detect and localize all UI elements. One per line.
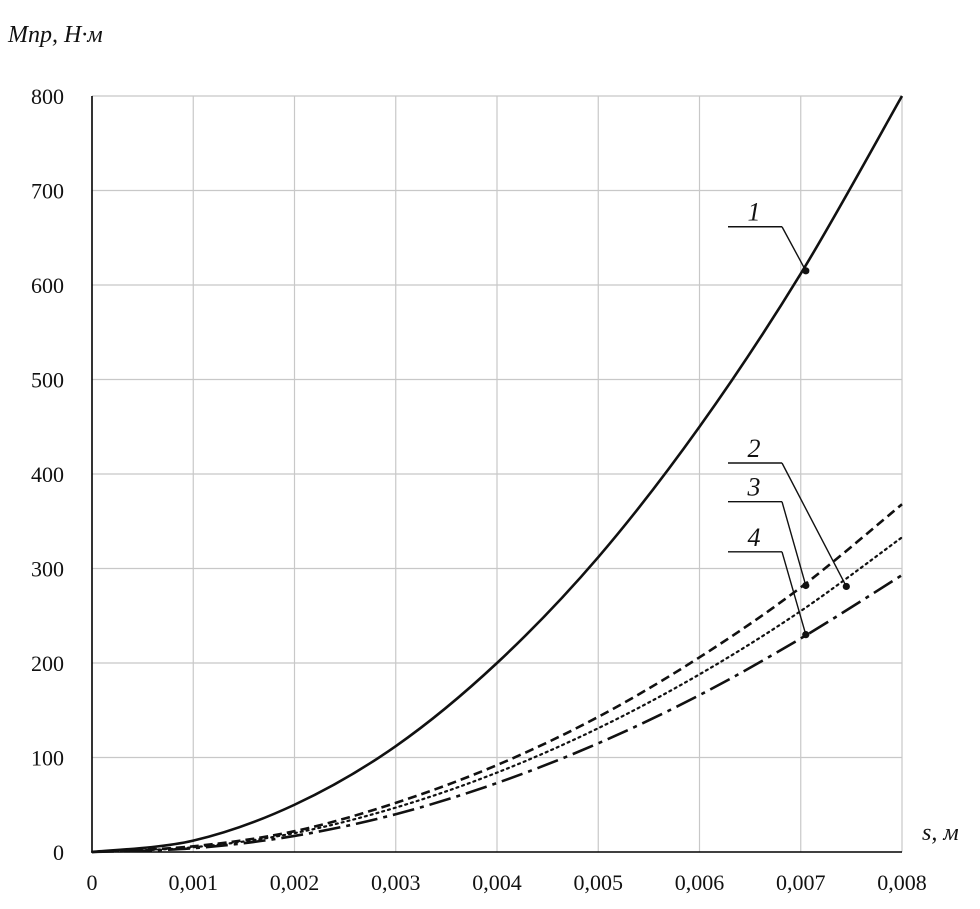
y-tick-label-8: 800 [31,84,64,109]
y-tick-label-7: 700 [31,179,64,204]
callout-group: 1 2 3 4 [728,198,850,639]
y-tick-label-5: 500 [31,368,64,393]
callout-leader-4 [781,551,807,635]
callout-marker-4 [802,631,810,639]
y-tick-label-6: 600 [31,273,64,298]
y-tick-label-4: 400 [31,462,64,487]
x-tick-label-8: 0,008 [877,870,927,895]
y-tick-label-1: 100 [31,746,64,771]
x-tick-label-0: 0 [87,870,98,895]
series-line-4 [91,574,903,854]
callout-marker-3 [802,581,810,590]
callout-label-3: 3 [747,473,761,502]
callout-leader-2 [781,462,847,587]
y-tick-label-2: 200 [31,651,64,676]
tick-labels: 0 0,001 0,002 0,003 0,004 0,005 0,006 0,007 0,00… [31,84,927,895]
callout-leader-1 [781,226,807,272]
x-tick-label-5: 0,005 [574,870,624,895]
x-tick-label-1: 0,001 [169,870,219,895]
x-tick-label-7: 0,007 [776,870,826,895]
x-tick-label-4: 0,004 [472,870,522,895]
series-line-3 [90,536,904,854]
grid [92,95,903,852]
x-axis-title: s, м [922,820,959,846]
x-tick-label-3: 0,003 [371,870,421,895]
y-tick-label-3: 300 [31,557,64,582]
x-tick-label-2: 0,002 [270,870,320,895]
series-group [90,95,904,854]
callout-label-2: 2 [748,434,761,463]
callout-leader-3 [781,501,807,586]
y-tick-label-0: 0 [53,840,64,865]
callout-label-1: 1 [748,198,761,227]
callout-marker-2 [842,582,850,591]
axes [91,96,902,853]
x-tick-label-6: 0,006 [675,870,725,895]
callout-marker-1 [802,267,810,275]
callout-label-4: 4 [748,523,761,552]
series-line-1 [91,95,904,854]
y-axis-title: Мпр, Н·м [7,22,103,48]
